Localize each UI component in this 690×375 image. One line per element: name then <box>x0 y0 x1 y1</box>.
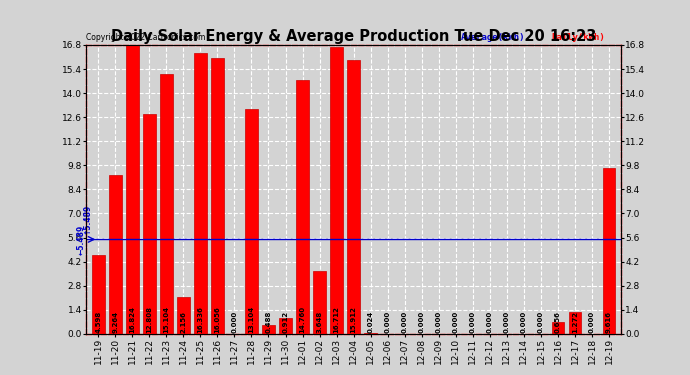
Bar <box>160 74 172 334</box>
Text: ←5.489: ←5.489 <box>77 224 86 255</box>
Text: 14.760: 14.760 <box>299 306 306 333</box>
Text: 0.000: 0.000 <box>385 310 391 333</box>
Text: 16.336: 16.336 <box>197 306 204 333</box>
Text: 0.000: 0.000 <box>538 310 544 333</box>
Text: 16.056: 16.056 <box>215 306 220 333</box>
Bar <box>569 312 582 334</box>
Text: 12.808: 12.808 <box>146 306 152 333</box>
Text: 0.000: 0.000 <box>436 310 442 333</box>
Bar <box>245 108 258 334</box>
Bar <box>92 255 105 334</box>
Text: 0.000: 0.000 <box>402 310 408 333</box>
Title: Daily Solar Energy & Average Production Tue Dec 20 16:23: Daily Solar Energy & Average Production … <box>111 29 596 44</box>
Bar <box>143 114 156 334</box>
Text: 15.912: 15.912 <box>351 306 357 333</box>
Text: 0.000: 0.000 <box>487 310 493 333</box>
Text: 0.000: 0.000 <box>231 310 237 333</box>
Bar <box>347 60 360 334</box>
Text: 15.104: 15.104 <box>164 306 169 333</box>
Text: 1.272: 1.272 <box>572 311 578 333</box>
Bar <box>177 297 190 334</box>
Bar <box>551 322 564 334</box>
Text: 0.000: 0.000 <box>589 310 595 333</box>
Text: 0.000: 0.000 <box>521 310 527 333</box>
Text: ↑5.489: ↑5.489 <box>82 204 91 234</box>
Bar <box>194 53 207 334</box>
Text: 0.000: 0.000 <box>470 310 476 333</box>
Text: 0.000: 0.000 <box>419 310 425 333</box>
Text: 0.488: 0.488 <box>266 310 271 333</box>
Text: 2.156: 2.156 <box>180 311 186 333</box>
Bar <box>109 174 121 334</box>
Bar <box>262 326 275 334</box>
Bar <box>331 46 343 334</box>
Bar <box>313 271 326 334</box>
Text: 9.264: 9.264 <box>112 311 118 333</box>
Text: Copyright 2022 Cartronics.com: Copyright 2022 Cartronics.com <box>86 33 206 42</box>
Text: 0.000: 0.000 <box>453 310 459 333</box>
Text: 4.598: 4.598 <box>95 310 101 333</box>
Text: 16.712: 16.712 <box>333 306 339 333</box>
Text: 0.000: 0.000 <box>504 310 510 333</box>
Bar <box>126 45 139 334</box>
Bar <box>296 80 309 334</box>
Text: 3.648: 3.648 <box>317 310 322 333</box>
Bar <box>602 168 615 334</box>
Text: Daily(kWh): Daily(kWh) <box>551 33 605 42</box>
Bar <box>211 58 224 334</box>
Text: 9.616: 9.616 <box>606 311 612 333</box>
Bar <box>279 318 292 334</box>
Text: 16.824: 16.824 <box>129 306 135 333</box>
Text: Average(kWh): Average(kWh) <box>461 33 525 42</box>
Bar <box>364 333 377 334</box>
Text: 13.104: 13.104 <box>248 306 255 333</box>
Text: 0.024: 0.024 <box>368 310 374 333</box>
Text: 0.912: 0.912 <box>282 311 288 333</box>
Text: 0.656: 0.656 <box>555 311 561 333</box>
